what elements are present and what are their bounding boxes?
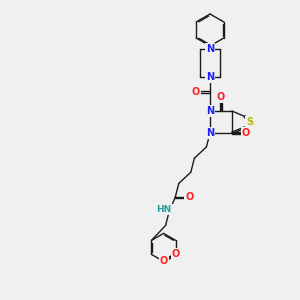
Text: O: O: [242, 128, 250, 138]
Text: O: O: [217, 92, 225, 102]
Text: O: O: [185, 192, 193, 203]
Text: O: O: [160, 256, 168, 266]
Text: O: O: [192, 87, 200, 97]
Text: N: N: [206, 106, 214, 116]
Text: O: O: [172, 249, 180, 260]
Text: N: N: [206, 128, 214, 138]
Text: S: S: [246, 117, 254, 127]
Text: N: N: [206, 72, 214, 82]
Text: N: N: [206, 44, 214, 54]
Text: HN: HN: [157, 205, 172, 214]
